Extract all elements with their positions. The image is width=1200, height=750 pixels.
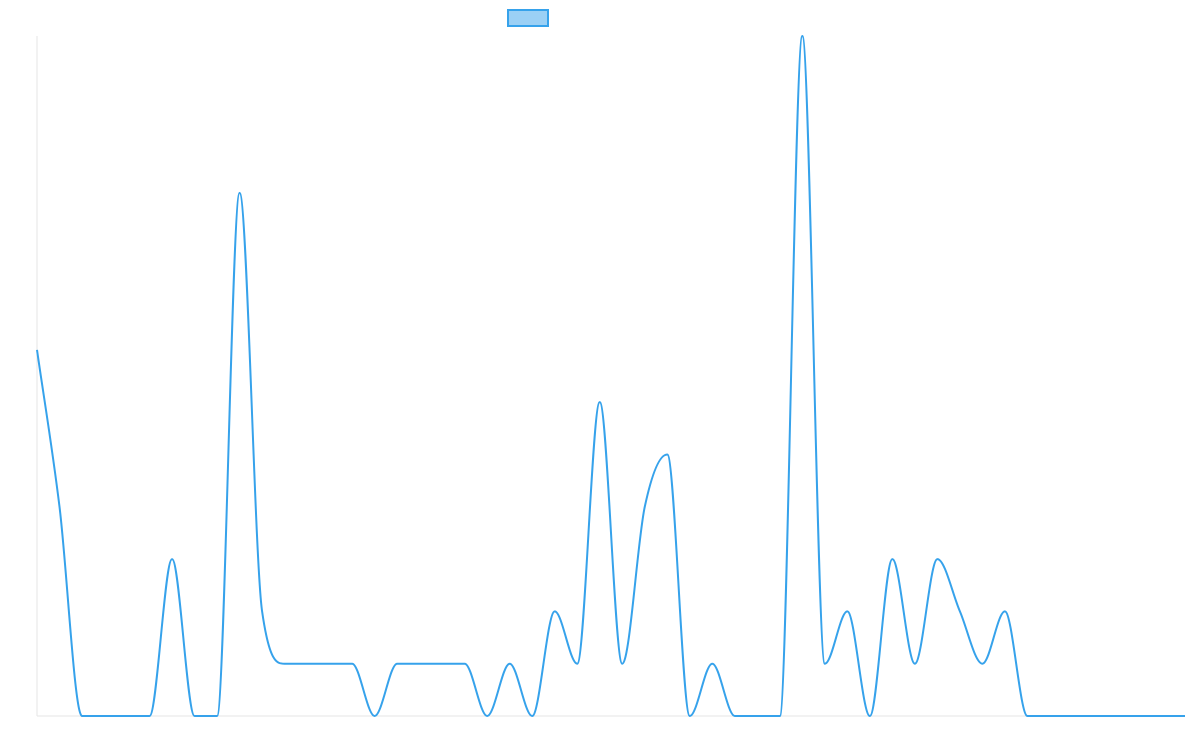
data-point[interactable] (754, 713, 760, 719)
data-point[interactable] (957, 608, 963, 614)
data-point[interactable] (687, 713, 693, 719)
data-point[interactable] (1137, 713, 1143, 719)
chart-legend[interactable] (507, 9, 549, 27)
series-layer (34, 33, 1188, 719)
data-point[interactable] (574, 661, 580, 667)
data-point[interactable] (642, 504, 648, 510)
data-point[interactable] (102, 713, 108, 719)
data-point[interactable] (1069, 713, 1075, 719)
data-point[interactable] (394, 661, 400, 667)
data-point[interactable] (664, 451, 670, 457)
data-point[interactable] (619, 661, 625, 667)
data-point[interactable] (1114, 713, 1120, 719)
data-point[interactable] (1092, 713, 1098, 719)
data-point[interactable] (1002, 608, 1008, 614)
data-point[interactable] (889, 556, 895, 562)
data-point[interactable] (709, 661, 715, 667)
data-point[interactable] (552, 608, 558, 614)
data-point[interactable] (1159, 713, 1165, 719)
data-point[interactable] (732, 713, 738, 719)
data-point[interactable] (79, 713, 85, 719)
data-point[interactable] (147, 713, 153, 719)
data-point[interactable] (777, 713, 783, 719)
series-line (36, 35, 1185, 717)
data-point[interactable] (169, 556, 175, 562)
data-point[interactable] (192, 713, 198, 719)
data-point[interactable] (34, 347, 40, 353)
chart-axes (36, 36, 1185, 717)
data-point[interactable] (57, 504, 63, 510)
data-point[interactable] (979, 661, 985, 667)
data-point[interactable] (462, 661, 468, 667)
data-point[interactable] (1024, 713, 1030, 719)
data-point[interactable] (349, 661, 355, 667)
data-point[interactable] (529, 713, 535, 719)
data-point[interactable] (259, 608, 265, 614)
data-point[interactable] (304, 661, 310, 667)
data-point[interactable] (844, 608, 850, 614)
data-point[interactable] (282, 661, 288, 667)
data-point[interactable] (237, 190, 243, 196)
data-point[interactable] (1047, 713, 1053, 719)
legend-swatch[interactable] (507, 9, 549, 27)
data-point[interactable] (867, 713, 873, 719)
data-point[interactable] (799, 33, 805, 39)
data-point[interactable] (439, 661, 445, 667)
data-point[interactable] (507, 661, 513, 667)
data-point[interactable] (484, 713, 490, 719)
data-point[interactable] (822, 661, 828, 667)
data-point[interactable] (1182, 713, 1188, 719)
data-point[interactable] (372, 713, 378, 719)
data-point[interactable] (327, 661, 333, 667)
data-point[interactable] (912, 661, 918, 667)
data-point[interactable] (597, 399, 603, 405)
data-point[interactable] (124, 713, 130, 719)
data-point[interactable] (934, 556, 940, 562)
data-point[interactable] (214, 713, 220, 719)
data-point[interactable] (417, 661, 423, 667)
